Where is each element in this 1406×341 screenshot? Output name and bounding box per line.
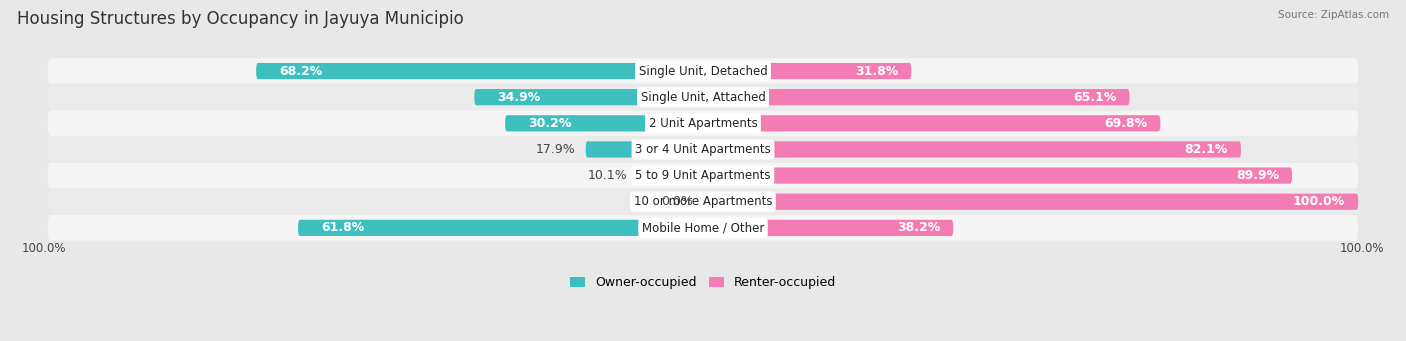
FancyBboxPatch shape [703,167,1292,184]
Text: 100.0%: 100.0% [21,242,66,255]
FancyBboxPatch shape [505,115,703,131]
Text: 30.2%: 30.2% [529,117,571,130]
Text: 68.2%: 68.2% [278,64,322,77]
Text: 2 Unit Apartments: 2 Unit Apartments [648,117,758,130]
FancyBboxPatch shape [48,137,1358,162]
FancyBboxPatch shape [703,142,1241,158]
FancyBboxPatch shape [48,84,1358,110]
FancyBboxPatch shape [48,110,1358,136]
Legend: Owner-occupied, Renter-occupied: Owner-occupied, Renter-occupied [565,271,841,294]
Text: 61.8%: 61.8% [321,221,364,234]
Text: 5 to 9 Unit Apartments: 5 to 9 Unit Apartments [636,169,770,182]
Text: 89.9%: 89.9% [1236,169,1279,182]
Text: Housing Structures by Occupancy in Jayuya Municipio: Housing Structures by Occupancy in Jayuy… [17,10,464,28]
Text: 10 or more Apartments: 10 or more Apartments [634,195,772,208]
FancyBboxPatch shape [637,167,703,184]
FancyBboxPatch shape [586,142,703,158]
Text: Single Unit, Detached: Single Unit, Detached [638,64,768,77]
Text: 17.9%: 17.9% [536,143,576,156]
FancyBboxPatch shape [703,89,1129,105]
Text: 65.1%: 65.1% [1073,91,1116,104]
FancyBboxPatch shape [256,63,703,79]
FancyBboxPatch shape [48,189,1358,214]
FancyBboxPatch shape [703,194,1358,210]
Text: 3 or 4 Unit Apartments: 3 or 4 Unit Apartments [636,143,770,156]
Text: 100.0%: 100.0% [1294,195,1346,208]
FancyBboxPatch shape [298,220,703,236]
FancyBboxPatch shape [48,215,1358,241]
Text: Mobile Home / Other: Mobile Home / Other [641,221,765,234]
Text: 10.1%: 10.1% [588,169,627,182]
FancyBboxPatch shape [703,220,953,236]
FancyBboxPatch shape [703,115,1160,131]
FancyBboxPatch shape [703,63,911,79]
Text: 82.1%: 82.1% [1184,143,1227,156]
Text: 34.9%: 34.9% [498,91,540,104]
Text: Source: ZipAtlas.com: Source: ZipAtlas.com [1278,10,1389,20]
Text: 31.8%: 31.8% [855,64,898,77]
FancyBboxPatch shape [48,58,1358,84]
FancyBboxPatch shape [474,89,703,105]
Text: 0.0%: 0.0% [661,195,693,208]
Text: 69.8%: 69.8% [1104,117,1147,130]
Text: 38.2%: 38.2% [897,221,941,234]
FancyBboxPatch shape [48,163,1358,189]
Text: 100.0%: 100.0% [1340,242,1385,255]
Text: Single Unit, Attached: Single Unit, Attached [641,91,765,104]
